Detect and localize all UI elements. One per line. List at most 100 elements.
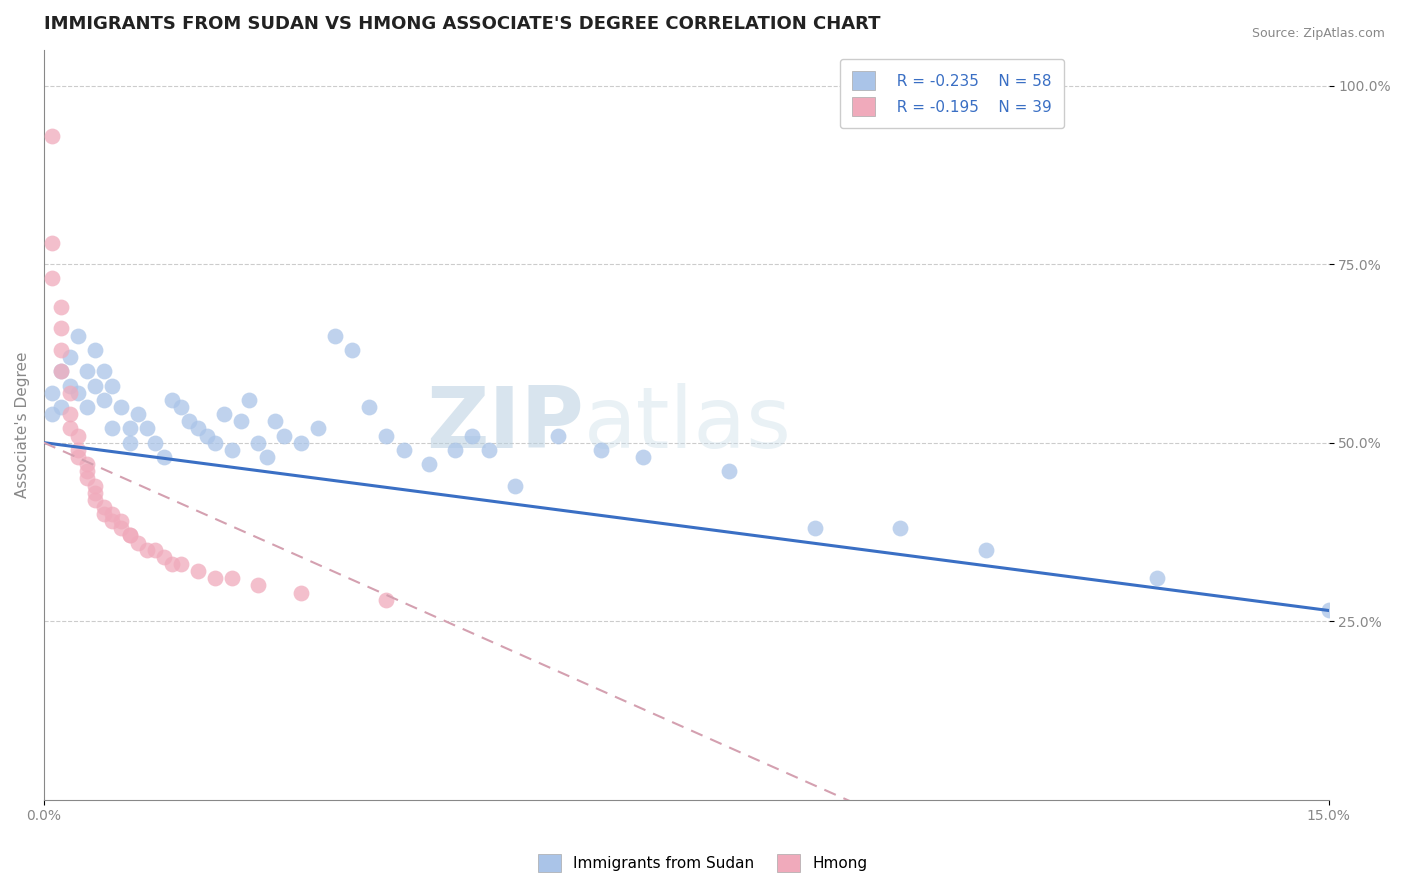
Point (547, 428, 569, 442)
Point (247, 578, 270, 592)
Point (110, 514, 132, 528)
Point (307, 421, 329, 435)
Point (67, 442, 90, 457)
Point (49, 364, 72, 378)
Point (221, 442, 243, 457)
Point (204, 571, 226, 585)
Y-axis label: Associate's Degree: Associate's Degree (15, 351, 30, 498)
Point (127, 535, 149, 549)
Point (170, 400, 193, 414)
Point (84, 378, 107, 392)
Point (718, 464, 741, 478)
Point (503, 478, 526, 492)
Point (170, 557, 193, 571)
Point (76, 471, 98, 485)
Point (76, 400, 98, 414)
Point (67, 428, 90, 442)
Point (93, 392, 115, 407)
Text: Source: ZipAtlas.com: Source: ZipAtlas.com (1251, 27, 1385, 40)
Point (153, 450, 176, 464)
Point (101, 378, 124, 392)
Point (342, 343, 364, 357)
Point (375, 428, 398, 442)
Point (589, 442, 612, 457)
Legend: Immigrants from Sudan, Hmong: Immigrants from Sudan, Hmong (530, 846, 876, 880)
Point (76, 457, 98, 471)
Point (67, 450, 90, 464)
Point (143, 435, 166, 450)
Point (221, 571, 243, 585)
Point (135, 542, 157, 557)
Point (49, 364, 72, 378)
Point (58, 378, 80, 392)
Point (162, 557, 184, 571)
Point (195, 428, 218, 442)
Point (76, 364, 98, 378)
Point (93, 364, 115, 378)
Point (41, 271, 63, 285)
Point (67, 385, 90, 400)
Point (143, 542, 166, 557)
Point (238, 392, 260, 407)
Point (187, 564, 209, 578)
Point (118, 528, 141, 542)
Point (461, 428, 484, 442)
Point (974, 542, 997, 557)
Text: IMMIGRANTS FROM SUDAN VS HMONG ASSOCIATE'S DEGREE CORRELATION CHART: IMMIGRANTS FROM SUDAN VS HMONG ASSOCIATE… (44, 15, 880, 33)
Point (256, 450, 278, 464)
Point (41, 385, 63, 400)
Point (290, 435, 312, 450)
Point (118, 421, 141, 435)
Point (204, 435, 226, 450)
Point (41, 235, 63, 250)
Point (76, 464, 98, 478)
Point (58, 385, 80, 400)
Point (49, 400, 72, 414)
Point (84, 478, 107, 492)
Point (212, 407, 235, 421)
Point (118, 435, 141, 450)
Point (58, 350, 80, 364)
Point (889, 521, 911, 535)
Point (49, 343, 72, 357)
Text: atlas: atlas (583, 384, 792, 467)
Point (110, 521, 132, 535)
Point (392, 442, 415, 457)
Point (264, 414, 287, 428)
Point (41, 407, 63, 421)
Text: ZIP: ZIP (426, 384, 583, 467)
Point (101, 514, 124, 528)
Point (375, 592, 398, 607)
Point (162, 392, 184, 407)
Point (135, 421, 157, 435)
Point (418, 457, 440, 471)
Point (633, 450, 655, 464)
Point (49, 300, 72, 314)
Point (118, 528, 141, 542)
Point (273, 428, 295, 442)
Point (290, 585, 312, 599)
Point (41, 128, 63, 143)
Point (229, 414, 252, 428)
Point (444, 442, 467, 457)
Point (84, 492, 107, 507)
Point (101, 421, 124, 435)
Point (58, 407, 80, 421)
Point (187, 421, 209, 435)
Point (323, 328, 346, 343)
Point (247, 435, 270, 450)
Point (359, 400, 381, 414)
Point (58, 421, 80, 435)
Point (803, 521, 825, 535)
Point (1317, 603, 1340, 617)
Point (93, 500, 115, 514)
Point (67, 328, 90, 343)
Point (478, 442, 501, 457)
Point (49, 321, 72, 335)
Point (110, 400, 132, 414)
Point (84, 485, 107, 500)
Point (179, 414, 201, 428)
Point (84, 343, 107, 357)
Legend:   R = -0.235    N = 58,   R = -0.195    N = 39: R = -0.235 N = 58, R = -0.195 N = 39 (839, 59, 1064, 128)
Point (1146, 571, 1168, 585)
